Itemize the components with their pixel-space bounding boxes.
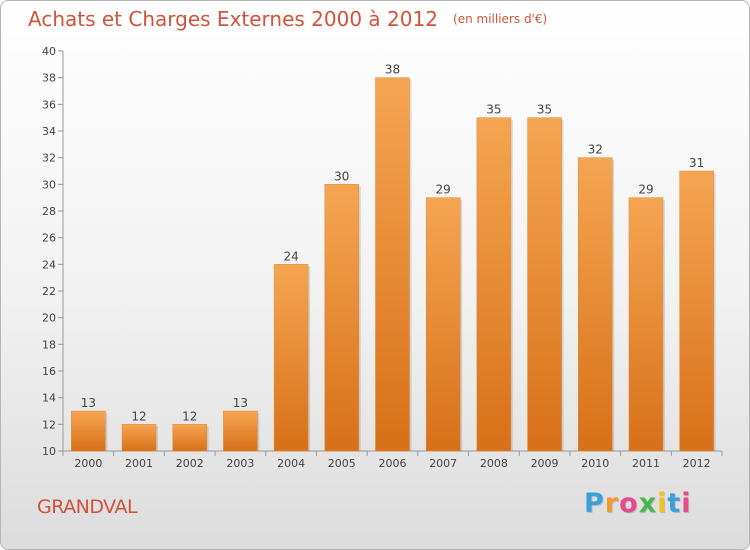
bar-2002 [172, 424, 207, 452]
x-tick-label: 2001 [125, 457, 153, 470]
data-label: 13 [81, 396, 96, 410]
bar-2009 [527, 117, 562, 452]
y-tick-label: 34 [42, 125, 56, 138]
x-tick-label: 2008 [480, 457, 508, 470]
data-label: 32 [588, 143, 603, 157]
data-label: 29 [436, 183, 451, 197]
chart-title-block: Achats et Charges Externes 2000 à 2012 (… [28, 7, 547, 31]
chart-subtitle: (en milliers d'€) [453, 12, 548, 26]
x-tick-label: 2012 [683, 457, 711, 470]
y-tick-label: 40 [42, 45, 56, 58]
bar-2011 [628, 197, 664, 452]
x-tick-label: 2006 [379, 457, 407, 470]
bar-2001 [121, 424, 157, 452]
logo-letter: x [638, 488, 658, 519]
x-tick-label: 2009 [531, 457, 559, 470]
bar-2003 [223, 410, 258, 452]
chart-bars [71, 77, 716, 452]
y-tick-label: 10 [42, 445, 56, 458]
y-tick-label: 38 [42, 72, 56, 85]
bar-2000 [71, 410, 106, 452]
chart-axes: 10 12 14 16 18 20 22 24 26 28 30 32 34 36 38 40 [42, 45, 723, 458]
bar-2004 [273, 264, 309, 452]
data-label: 30 [334, 169, 349, 183]
logo-letter: r [604, 488, 620, 519]
town-name: GRANDVAL [37, 496, 138, 518]
data-label: 12 [131, 409, 146, 423]
chart-labels: 2000 13 2001 12 2002 12 2003 13 2004 24 2005 30 2006… [74, 63, 710, 470]
y-tick-label: 12 [42, 418, 56, 431]
y-tick-label: 36 [42, 98, 56, 111]
x-tick-label: 2003 [226, 457, 254, 470]
x-tick-label: 2010 [581, 457, 609, 470]
x-tick-label: 2007 [429, 457, 457, 470]
y-tick-label: 16 [42, 365, 56, 378]
data-label: 12 [182, 409, 197, 423]
y-tick-label: 14 [42, 392, 56, 405]
data-label: 35 [537, 103, 552, 117]
x-tick-label: 2002 [176, 457, 204, 470]
y-tick-label: 20 [42, 312, 56, 325]
y-tick-label: 30 [42, 178, 56, 191]
y-tick-label: 28 [42, 205, 56, 218]
y-tick-label: 24 [42, 258, 56, 271]
x-tick-label: 2000 [74, 457, 102, 470]
x-tick-label: 2004 [277, 457, 305, 470]
x-tick-label: 2005 [328, 457, 356, 470]
data-label: 24 [283, 249, 298, 263]
logo-letter: P [584, 488, 605, 519]
x-tick-label: 2011 [632, 457, 660, 470]
bar-2005 [324, 184, 360, 452]
data-label: 31 [689, 156, 704, 170]
data-label: 29 [638, 183, 653, 197]
data-label: 35 [486, 103, 501, 117]
chart-title: Achats et Charges Externes 2000 à 2012 [28, 7, 438, 31]
logo-letter: i [681, 488, 692, 519]
y-tick-label: 26 [42, 232, 56, 245]
data-label: 13 [233, 396, 248, 410]
logo-letter: o [619, 488, 639, 519]
y-tick-label: 18 [42, 338, 56, 351]
y-tick-label: 22 [42, 285, 56, 298]
data-label: 38 [385, 63, 400, 77]
logo-letter: t [667, 488, 682, 519]
bar-2007 [425, 197, 461, 452]
y-tick-label: 32 [42, 152, 56, 165]
bar-2012 [679, 170, 714, 452]
bar-2006 [375, 77, 410, 452]
logo-letter: i [657, 488, 668, 519]
bar-2008 [476, 117, 512, 452]
bar-2010 [578, 157, 613, 452]
proxiti-logo: Proxiti [584, 488, 692, 519]
